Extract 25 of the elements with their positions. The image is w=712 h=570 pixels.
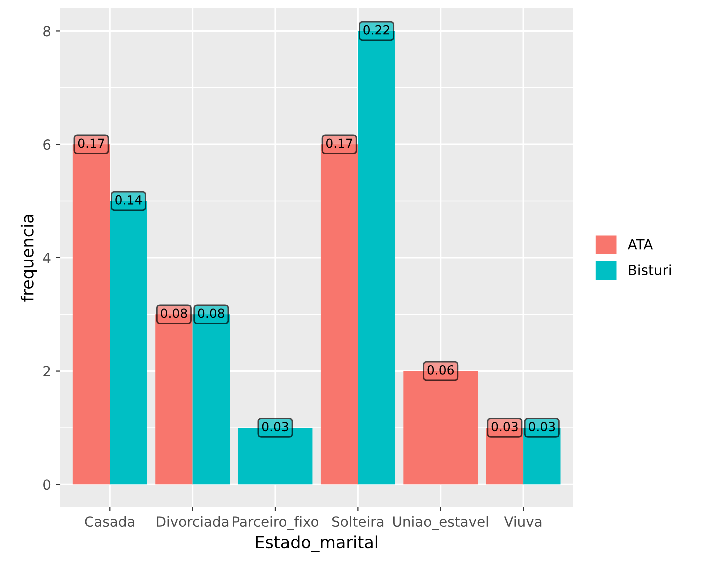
x-tick-label: Viuva <box>504 516 542 528</box>
annotation: 0.03 <box>529 422 556 432</box>
legend-label: ATA <box>628 239 654 250</box>
x-tick-label: Casada <box>85 516 135 528</box>
annotation: 0.03 <box>262 422 288 432</box>
annotation: 0.03 <box>492 422 518 432</box>
annotation: 0.14 <box>116 195 142 205</box>
y-axis-title: frequencia <box>20 215 38 302</box>
y-tick-label: 8 <box>44 26 51 37</box>
x-tick-label: Uniao_estavel <box>394 516 488 530</box>
annotation: 0.08 <box>161 308 188 318</box>
x-tick-label: Parceiro_fixo <box>233 516 319 530</box>
x-tick-label: Divorciada <box>157 516 229 528</box>
y-tick-label: 6 <box>44 140 51 150</box>
y-tick-label: 4 <box>43 253 51 264</box>
annotation: 0.22 <box>364 25 390 35</box>
y-tick-label: 2 <box>44 366 50 377</box>
annotation: 0.06 <box>428 365 454 375</box>
annotation: 0.17 <box>78 138 104 148</box>
legend-label: Bisturi <box>629 264 671 276</box>
x-axis-title: Estado_marital <box>256 536 378 552</box>
annotation: 0.08 <box>198 308 224 318</box>
x-tick-label: Solteira <box>332 516 384 528</box>
y-tick-label: 0 <box>44 480 51 490</box>
annotation: 0.17 <box>326 138 352 148</box>
